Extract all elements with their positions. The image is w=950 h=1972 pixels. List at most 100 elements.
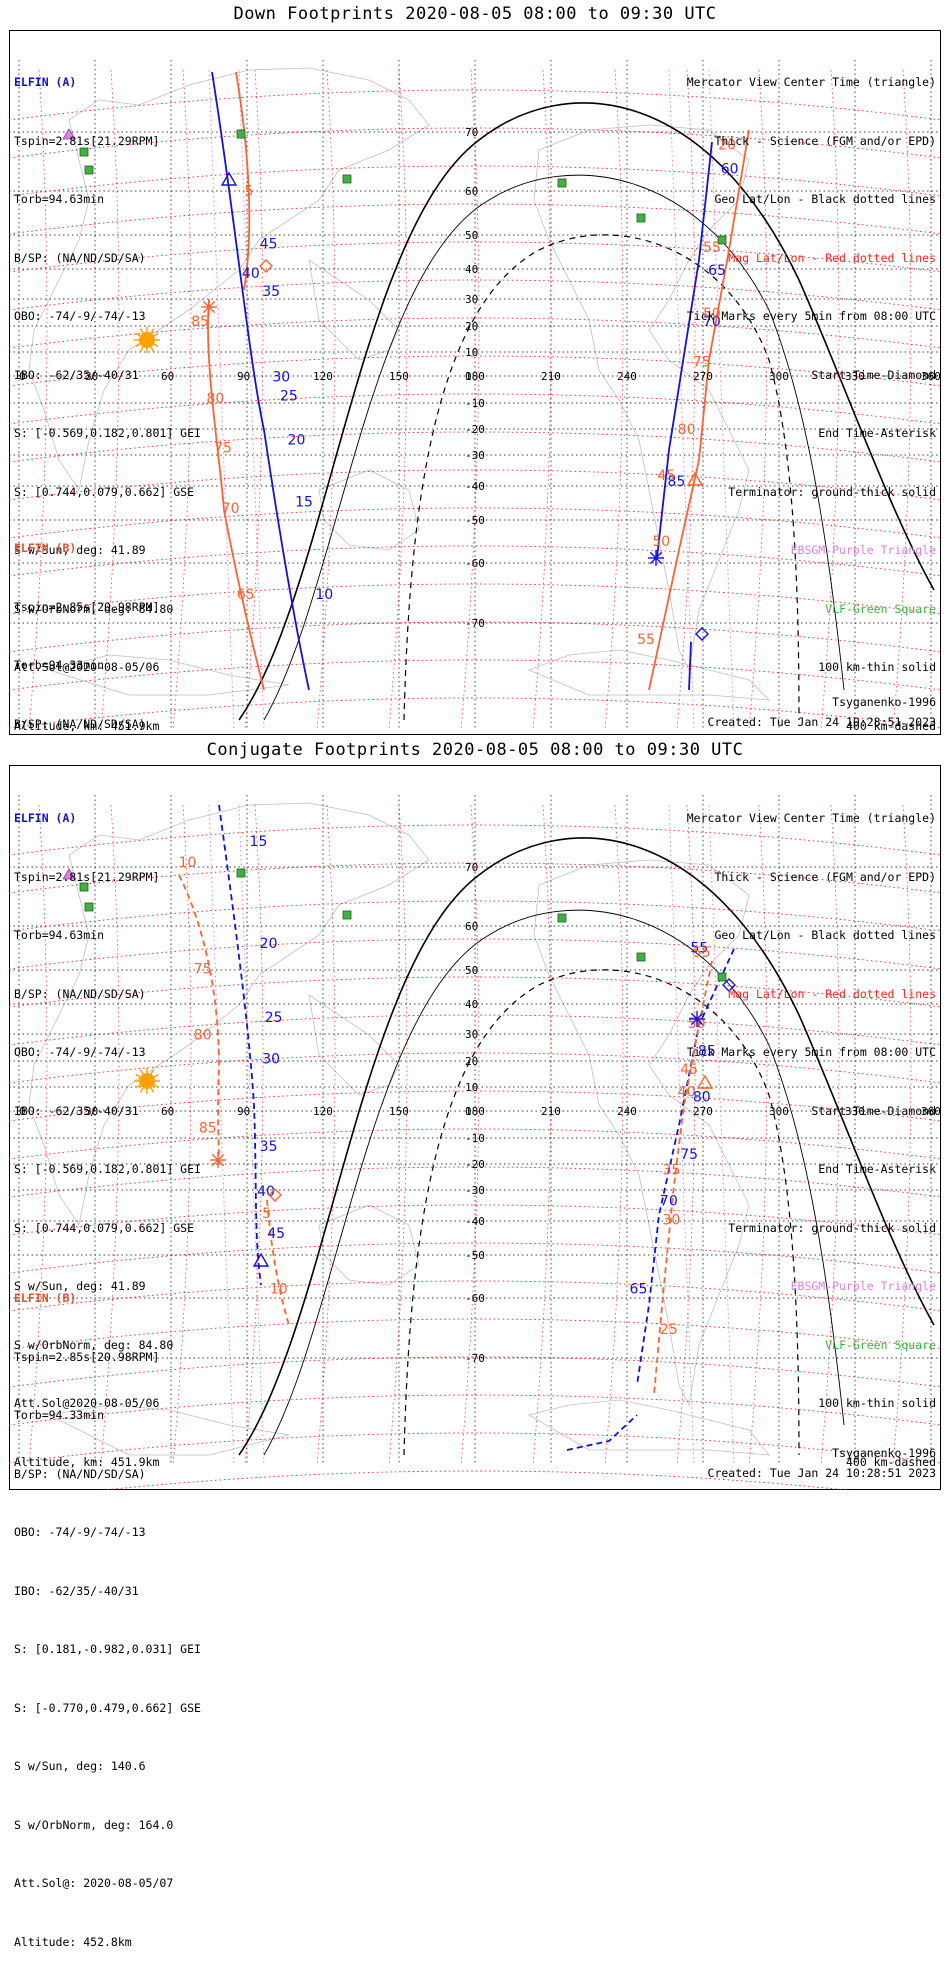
- sun-icon: [139, 332, 155, 348]
- elfin-b-tick-label: 85: [191, 314, 209, 330]
- mag-parallel: [9, 545, 941, 577]
- terminator-100km-line: [263, 174, 845, 721]
- elfin-b-tick-label: 80: [194, 1027, 212, 1043]
- mag-parallel: [9, 1166, 941, 1198]
- lat-axis-label: -60: [465, 1292, 485, 1305]
- elfin-a-track: [218, 804, 262, 1286]
- legend-line: Mag Lat/Lon - Red dotted lines: [728, 250, 936, 265]
- elfin-b-tick-label: 30: [662, 1212, 680, 1228]
- vlf-station-icon: [636, 213, 646, 223]
- legend-line: Mag Lat/Lon - Red dotted lines: [728, 986, 936, 1001]
- mag-meridian: [460, 69, 480, 731]
- elfin-a-tick-label: 70: [660, 1194, 678, 1210]
- lat-axis-label: 50: [465, 964, 478, 977]
- terminator-ground-line: [238, 837, 935, 1456]
- elfin-b-tick-label: 45: [680, 1062, 698, 1078]
- start-time-diamond-icon: [695, 627, 709, 641]
- elfin-b-tick-label: 20: [718, 138, 736, 154]
- mag-parallel: [9, 89, 941, 121]
- lat-axis-label: 10: [465, 1081, 478, 1094]
- mag-parallel: [9, 583, 941, 615]
- mag-parallel: [9, 1242, 941, 1274]
- sun-ray: [135, 1084, 141, 1089]
- elfin-a-line: IBO: -62/35/-40/31: [14, 1103, 139, 1118]
- ebsgm-line: [708, 69, 735, 731]
- elfin-a-line: Att.Sol@2020-08-05/06: [14, 660, 160, 674]
- mag-parallel: [9, 1204, 941, 1236]
- elfin-a-tick-label: 10: [315, 587, 333, 603]
- elfin-a-tick-label: 20: [260, 936, 278, 952]
- lat-axis-label: -40: [465, 1215, 485, 1228]
- sun-ray: [135, 343, 141, 348]
- elfin-b-line: S: [0.181,-0.982,0.031] GEI: [14, 1642, 201, 1656]
- legend-down: Mercator View Center Time (triangle) Thi…: [687, 34, 936, 756]
- lon-axis-label: 270: [693, 370, 713, 383]
- lat-axis-label: -20: [465, 423, 485, 436]
- legend-line: Geo Lat/Lon - Black dotted lines: [714, 928, 936, 942]
- elfin-b-track: [207, 71, 265, 691]
- elfin-b-tick-label: 25: [660, 1322, 678, 1338]
- legend-line: End Time-Asterisk: [818, 1162, 936, 1176]
- legend-line: 400 km-dashed: [845, 718, 936, 733]
- mag-meridian: [28, 69, 48, 731]
- end-time-asterisk-icon: [649, 551, 663, 565]
- elfin-a-tick-label: 15: [295, 494, 313, 510]
- elfin-b-track: [648, 129, 750, 691]
- elfin-a-tick-label: 80: [693, 1089, 711, 1105]
- elfin-b-tick-label: 5: [262, 1206, 271, 1222]
- mag-parallel: [9, 507, 941, 539]
- created-label-conjugate: Created: Tue Jan 24 10:28:51 2023: [707, 1466, 936, 1480]
- elfin-b-line: IBO: -62/35/-40/31: [14, 1583, 139, 1598]
- mag-meridian: [460, 804, 480, 1466]
- lat-axis-label: 0: [465, 1105, 472, 1118]
- mag-parallel: [9, 1128, 941, 1160]
- legend-line: VLF-Green Square: [825, 601, 936, 616]
- elfin-a-line: Torb=94.63min: [14, 928, 105, 942]
- created-label-down: Created: Tue Jan 24 10:28:51 2023: [707, 715, 936, 729]
- legend-line: Tick Marks every 5min from 08:00 UTC: [686, 309, 936, 323]
- ebsgm-line: [208, 69, 235, 731]
- mag-parallel: [99, 1470, 851, 1490]
- mag-parallel: [9, 1318, 941, 1350]
- sun-ray: [135, 1073, 141, 1078]
- elfin-a-tick-label: 45: [267, 1226, 285, 1242]
- mag-meridian: [100, 804, 120, 1466]
- lat-axis-label: 60: [465, 920, 478, 933]
- lon-axis-label: 0: [19, 1105, 26, 1118]
- terminator-400km-line: [403, 234, 800, 721]
- ebsgm-line: [238, 804, 265, 1466]
- mag-meridian: [172, 69, 192, 731]
- elfin-b-tick-label: 10: [270, 1282, 288, 1298]
- elfin-a-line: S: [0.744,0.079,0.662] GSE: [14, 484, 195, 499]
- elfin-a-line: Torb=94.63min: [14, 192, 105, 206]
- mag-parallel: [9, 279, 941, 311]
- lon-axis-label: 90: [237, 370, 250, 383]
- elfin-a-tick-label: 30: [272, 369, 290, 385]
- lon-axis-label: 30: [85, 370, 98, 383]
- legend-line: Thick - Science (FGM and/or EPD): [714, 869, 936, 884]
- elfin-b-line: B/SP: (NA/ND/SD/SA): [14, 1466, 146, 1481]
- lon-axis-label: 150: [389, 370, 409, 383]
- vlf-station-icon: [236, 129, 246, 139]
- vlf-station-icon: [79, 147, 89, 157]
- legend-line: VLF-Green Square: [825, 1337, 936, 1352]
- start-time-diamond-icon: [268, 1188, 282, 1202]
- elfin-b-tick-label: 10: [179, 855, 197, 871]
- elfin-b-header: ELFIN (B): [14, 541, 77, 555]
- mag-meridian: [172, 804, 192, 1466]
- lat-axis-label: -30: [465, 449, 485, 462]
- mag-meridian: [748, 804, 768, 1466]
- legend-line: Tick Marks every 5min from 08:00 UTC: [686, 1045, 936, 1059]
- mag-meridian: [100, 69, 120, 731]
- elfin-b-line: Torb=94.33min: [14, 658, 105, 672]
- mag-parallel: [9, 697, 941, 729]
- elfin-b-line: Tspin=2.85s[20.98RPM]: [14, 1349, 160, 1364]
- sun-ray: [153, 1073, 159, 1078]
- terminator-400km-line: [403, 969, 800, 1456]
- elfin-a-tick-label: 30: [262, 1052, 280, 1068]
- ebsgm-line: [668, 804, 695, 1466]
- legend-line: EBSGM-Purple Triangle: [790, 543, 936, 557]
- mag-parallel: [9, 393, 941, 425]
- lat-axis-label: 60: [465, 185, 478, 198]
- mag-meridian: [820, 804, 840, 1466]
